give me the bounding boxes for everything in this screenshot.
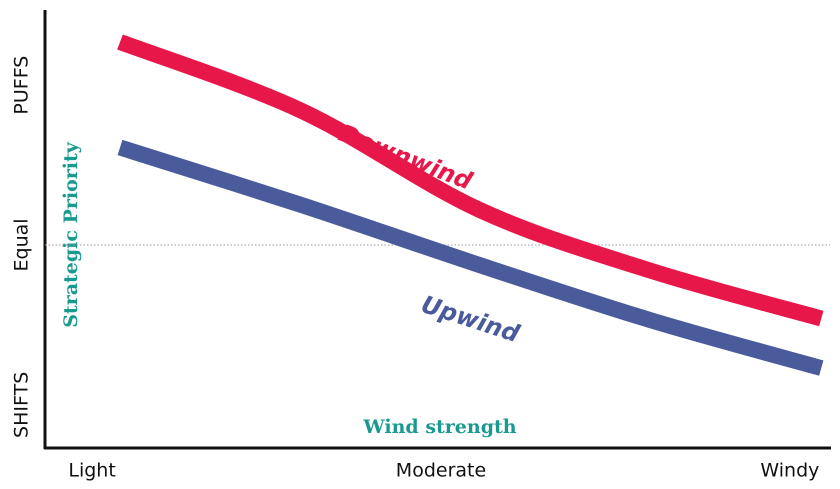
x-axis-label: Wind strength	[362, 416, 516, 438]
y-tick-label: PUFFS	[11, 56, 33, 115]
y-axis-label: Strategic Priority	[60, 141, 82, 328]
series-label: Upwind	[418, 290, 524, 348]
line	[117, 139, 824, 376]
x-tick-label: Light	[68, 460, 115, 482]
x-tick-label: Windy	[760, 460, 819, 482]
series-label: Downwind	[335, 119, 477, 196]
line	[117, 34, 824, 327]
x-tick-label: Moderate	[396, 460, 486, 482]
y-tick-label: Equal	[11, 218, 33, 271]
y-tick-label: SHIFTS	[11, 372, 33, 438]
